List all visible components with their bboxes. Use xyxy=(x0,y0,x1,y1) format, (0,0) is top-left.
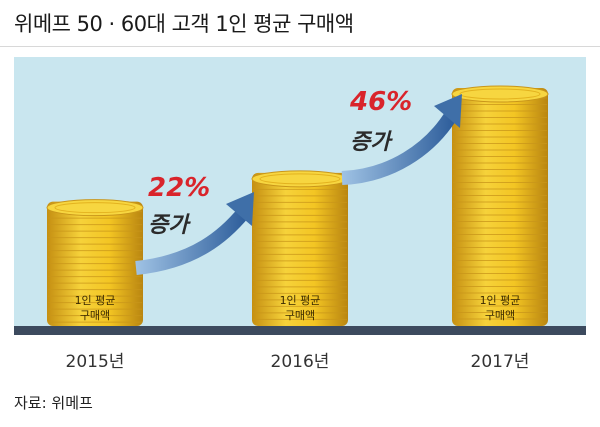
x-tick-label: 2016년 xyxy=(271,352,330,372)
title-divider xyxy=(0,46,600,47)
arrow-shaft xyxy=(341,110,458,185)
stack-label-line2: 구매액 xyxy=(485,309,515,322)
arrow-head xyxy=(226,192,254,226)
top-coin xyxy=(46,199,144,217)
source-note: 자료: 위메프 xyxy=(14,394,93,412)
stack-label-line2: 구매액 xyxy=(80,309,110,322)
top-coin-rim xyxy=(459,88,541,100)
increase-percent: 22% xyxy=(148,173,210,203)
increase-label: 증가 xyxy=(148,213,191,238)
baseline-bar xyxy=(14,326,586,335)
arrow-shaft xyxy=(135,207,250,275)
growth-arrow-1: 22% 증가 xyxy=(135,173,254,275)
arrow-head xyxy=(434,94,462,128)
x-tick-label: 2015년 xyxy=(66,352,125,372)
top-coin xyxy=(451,85,549,103)
coin-stack-body xyxy=(252,172,348,326)
stack-label-line1: 1인 평균 xyxy=(480,294,521,307)
top-coin-rim xyxy=(259,173,341,185)
increase-percent: 46% xyxy=(349,87,412,117)
increase-label: 증가 xyxy=(350,130,393,155)
x-tick-label: 2017년 xyxy=(471,352,530,372)
chart-title: 위메프 50 · 60대 고객 1인 평균 구매액 xyxy=(14,12,354,36)
stack-label-line1: 1인 평균 xyxy=(75,294,116,307)
growth-arrow-2: 46% 증가 xyxy=(341,87,462,185)
stack-label-line1: 1인 평균 xyxy=(280,294,321,307)
stack-label-line2: 구매액 xyxy=(285,309,315,322)
top-coin-rim xyxy=(54,202,136,214)
top-coin xyxy=(251,170,349,188)
